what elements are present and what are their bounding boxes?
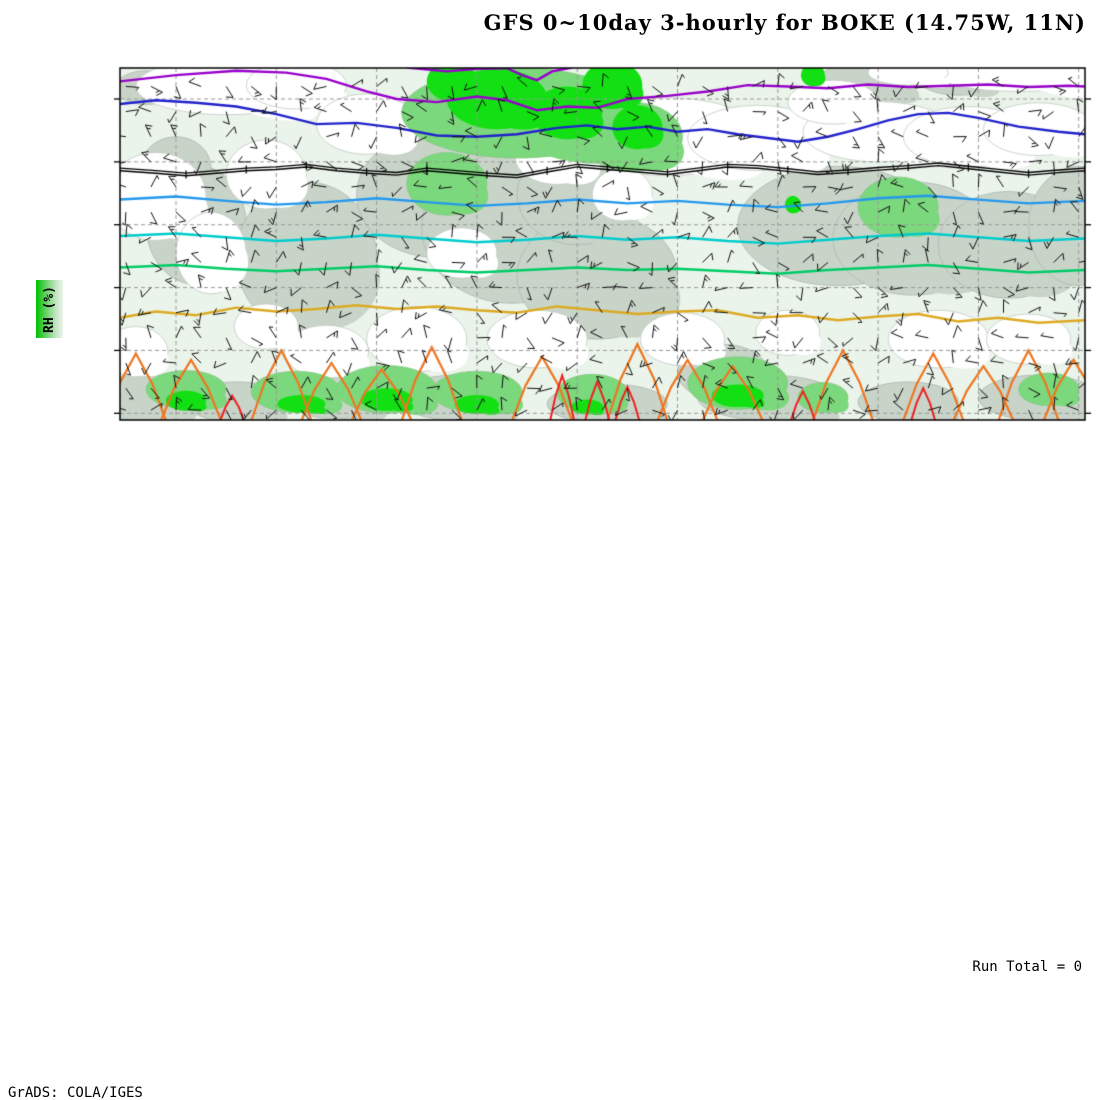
page-title: GFS 0~10day 3-hourly for BOKE (14.75W, 1… <box>483 10 1086 35</box>
run-total-label: Run Total = 0 <box>972 959 1082 975</box>
rh-legend-text: RH (%) <box>42 285 57 333</box>
grads-credit: GrADS: COLA/IGES <box>8 1085 143 1100</box>
rh-shading-legend: RH (%) <box>36 280 63 338</box>
